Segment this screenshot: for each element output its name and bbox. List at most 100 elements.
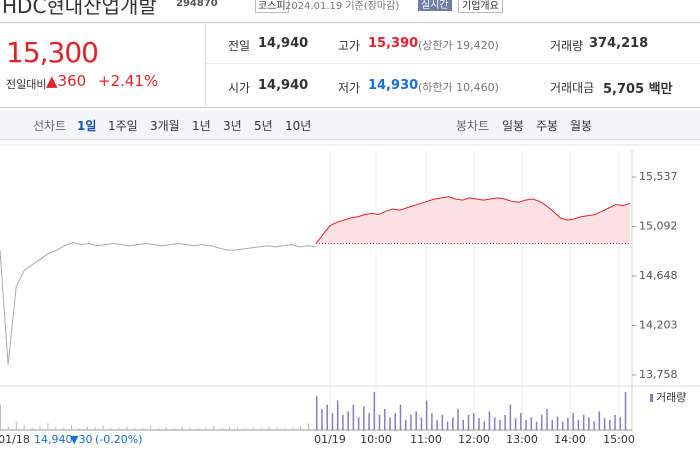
volume-bar [504, 414, 506, 430]
rate: +2.41% [98, 72, 159, 90]
volume-bar [252, 427, 254, 430]
stat-value: 374,218 [589, 36, 649, 51]
legend-swatch [650, 394, 653, 402]
volume-bar [378, 414, 381, 430]
volume-bar [509, 404, 512, 430]
volume-bar [462, 419, 465, 430]
volume-bar [404, 419, 407, 430]
volume-bar [546, 408, 548, 430]
volume-bar [598, 411, 601, 430]
tab[interactable]: 3개월 [150, 119, 180, 133]
volume-bar [567, 418, 569, 430]
volume-bar [483, 421, 485, 430]
stock-name: HDC현대산업개발 [2, 0, 157, 18]
volume-bar [321, 408, 323, 430]
volume-bar [237, 427, 238, 430]
volume-bar [63, 427, 65, 430]
volume-bar [0, 404, 1, 430]
footer-rate: (-0.20%) [95, 433, 143, 446]
volume-bar [268, 426, 270, 430]
area [316, 196, 630, 244]
volume-bar [384, 408, 386, 430]
volume-bar [499, 419, 501, 430]
volume-bar [473, 413, 475, 430]
volume-bar [373, 392, 376, 430]
tab[interactable]: 월봉 [570, 119, 593, 133]
line [0, 241, 317, 365]
volume-bar [420, 417, 423, 430]
volume-bar [467, 414, 470, 430]
footer-change: ▼30 [70, 433, 92, 446]
x-tick-label: 14:00 [554, 433, 586, 446]
volume-bar [593, 421, 595, 430]
tab[interactable]: 10년 [285, 119, 312, 133]
stat-label: 거래량 [550, 39, 584, 53]
y-tick-label: 15,092 [639, 220, 678, 233]
volume-bar [415, 411, 417, 430]
volume-bar [221, 428, 223, 430]
volume-bar [244, 428, 246, 430]
realtime[interactable]: 실시간 [418, 0, 452, 11]
volume-bar [452, 417, 454, 430]
tab[interactable]: 1주일 [108, 119, 138, 133]
tab[interactable]: 1일 [77, 119, 97, 133]
quote-box [0, 22, 700, 108]
volume-bar [457, 408, 459, 430]
tab[interactable]: 주봉 [536, 119, 559, 133]
volume-bar [436, 419, 438, 430]
volume-bar [609, 419, 611, 430]
tab[interactable]: 5년 [254, 119, 273, 133]
volume-bar [446, 421, 449, 430]
volume-bar [551, 419, 553, 430]
volume-bar [23, 424, 25, 430]
volume-bar [425, 400, 428, 430]
volume-bar [31, 427, 33, 430]
volume-bar [213, 425, 215, 430]
volume-bar [79, 428, 80, 430]
volume-bar [55, 426, 57, 430]
stat-value: 14,940 [258, 36, 309, 51]
price: 15,300 [6, 36, 99, 69]
volume-bar [276, 427, 278, 430]
x-tick-label: 01/19 [314, 433, 346, 446]
volume-bar [488, 411, 491, 430]
overview[interactable]: 기업개요 [458, 0, 503, 13]
stat-value: 5,705 백만 [603, 82, 673, 97]
volume-bar [326, 404, 328, 430]
tab[interactable]: 3년 [223, 119, 242, 133]
volume-bar [588, 417, 590, 430]
x-tick-label: 10:00 [360, 433, 392, 446]
stat-extra: (상한가 19,420) [418, 39, 499, 52]
volume-bar [410, 414, 412, 430]
market[interactable]: 코스피 [255, 0, 289, 13]
x-tick-label: 11:00 [410, 433, 442, 446]
volume-bar [493, 417, 496, 430]
tab-label: 선차트 [33, 119, 67, 133]
volume-bar [520, 413, 522, 430]
change-label: 전일대비 [6, 78, 47, 91]
volume-bar [331, 413, 334, 430]
volume-bar [535, 421, 538, 430]
volume-bar [582, 414, 585, 430]
divider [205, 22, 206, 106]
volume-bar [363, 406, 365, 430]
volume-bar [308, 423, 310, 430]
tab[interactable]: 일봉 [502, 119, 525, 133]
volume-bar [126, 426, 128, 430]
volume-bar [7, 426, 9, 430]
y-tick-label: 14,648 [639, 269, 678, 282]
volume-bar [441, 414, 444, 430]
volume-bar [47, 423, 49, 430]
volume-bar [86, 426, 88, 430]
date: 2024.01.19 기준(장마감) [285, 1, 400, 12]
volume-bar [431, 413, 433, 430]
volume-bar [572, 413, 574, 430]
stat-label: 거래대금 [550, 81, 595, 95]
y-tick-label: 15,537 [639, 170, 678, 183]
volume-bar [292, 427, 294, 430]
x-tick-label: 15:00 [603, 433, 635, 446]
volume-bar [525, 419, 527, 430]
tab[interactable]: 1년 [192, 119, 211, 133]
